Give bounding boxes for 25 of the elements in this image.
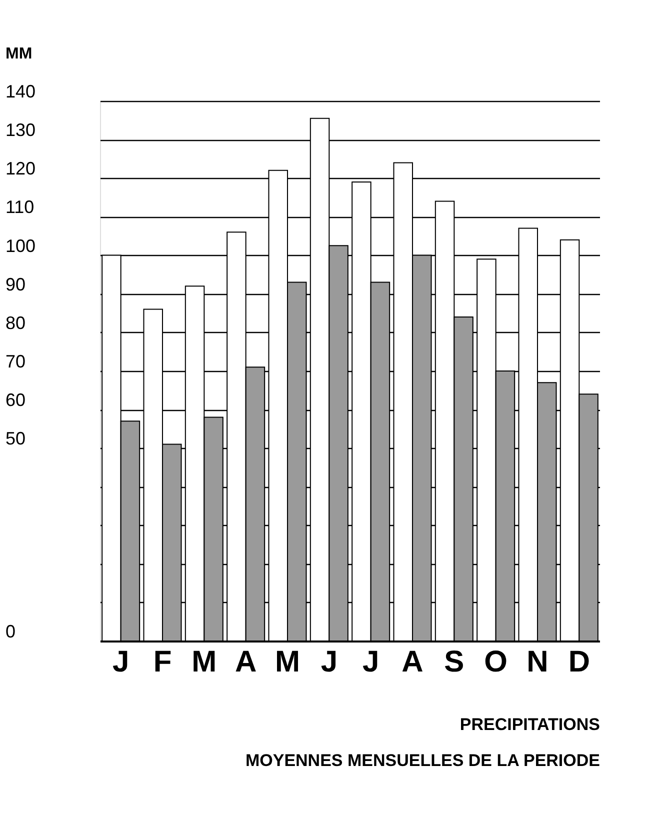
y-axis-title: MM [6,46,32,62]
y-tick-label: 100 [6,236,36,256]
text: PRECIPITATIONS MOYENNES MENSUELLES DE LA PERIODE [245,715,600,770]
x-tick-label: J [362,646,380,678]
x-tick-label: F [153,646,172,678]
y-tick-label: 130 [6,120,36,140]
x-tick-label: M [275,646,300,678]
x-tick-label: O [484,646,508,678]
y-tick-label: 90 [6,274,26,294]
x-tick-label: A [234,646,257,678]
x-tick-label: M [192,646,217,678]
y-tick-label: 140 [6,82,36,102]
x-tick-label: S [444,646,464,678]
x-tick-label: A [402,646,424,678]
x-tick-label: D [568,646,590,678]
y-tick-label: 110 [6,197,34,218]
x-tick-label: J [112,646,130,678]
y-tick-label: 60 [6,390,26,410]
y-tick-label: 80 [6,312,26,333]
x-tick-label: J [320,646,338,678]
x-tick-label: N [526,646,548,678]
y-tick-label: 0 [6,622,16,642]
y-tick-label: 120 [6,158,36,179]
y-tick-label: 70 [6,352,26,372]
y-tick-label: 50 [6,428,26,449]
